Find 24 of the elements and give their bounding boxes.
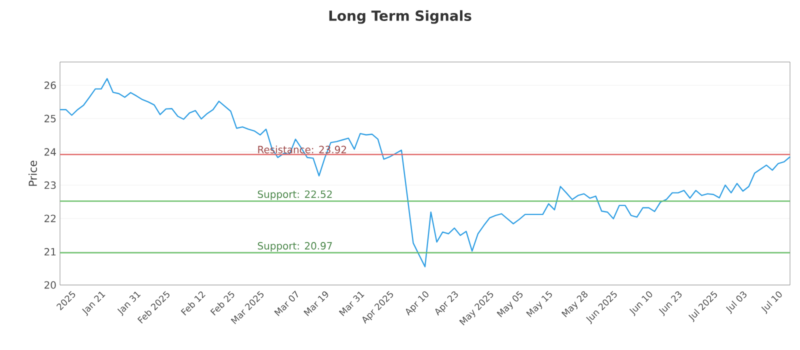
x-tick-label: Jan 21 [82,292,106,316]
x-tick-label: Jul 03 [726,291,746,314]
y-tick-label: 22 [44,214,56,222]
x-tick-label: Mar 07 [274,290,298,316]
y-tick-label: 20 [44,281,56,289]
x-tick-label: Mar 19 [304,291,328,316]
y-axis-title: Price [28,160,37,186]
y-tick-label: 23 [44,181,56,189]
chart-title: Long Term Signals [329,10,472,24]
x-tick-label: Mar 31 [338,292,364,316]
x-tick-label: Jul 10 [761,291,782,314]
x-tick-label: Feb 12 [180,292,206,316]
ref-line-label: Support: 22.52 [258,190,332,200]
y-tick-label: 25 [44,114,56,122]
y-tick-label: 21 [44,248,56,256]
x-tick-label: Jun 10 [629,291,652,316]
x-tick-label: Apr 10 [406,291,428,316]
x-tick-label: Apr 23 [435,291,458,316]
x-tick-label: Jan 31 [117,292,141,316]
y-tick-label: 24 [44,148,56,156]
x-tick-label: Jun 23 [658,291,682,316]
ref-line-label: Support: 20.97 [258,242,332,252]
y-tick-label: 26 [44,82,56,90]
x-tick-label: Feb 25 [210,291,234,316]
